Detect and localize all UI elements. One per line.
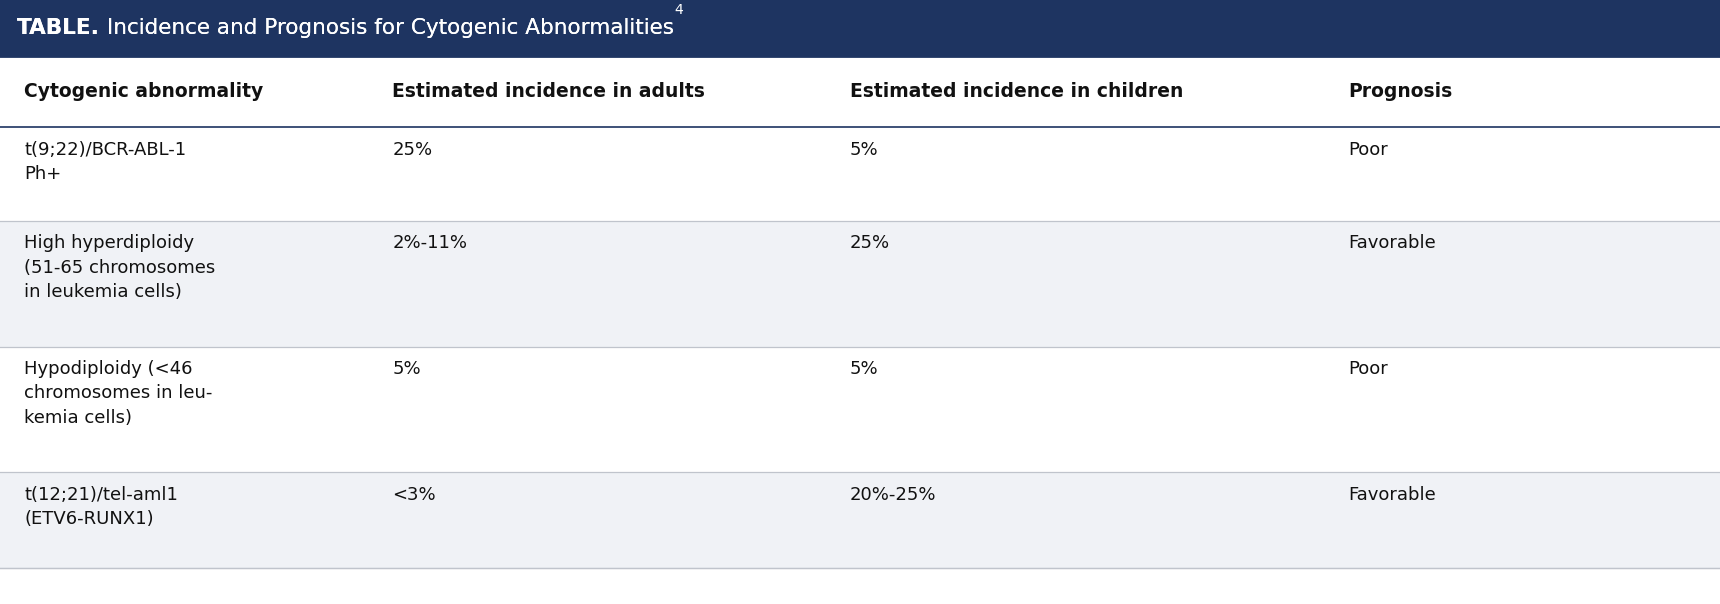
Text: Poor: Poor bbox=[1348, 141, 1388, 159]
Text: Favorable: Favorable bbox=[1348, 486, 1436, 504]
Text: 5%: 5% bbox=[850, 141, 879, 159]
Text: t(12;21)/tel-aml1
(ETV6-RUNX1): t(12;21)/tel-aml1 (ETV6-RUNX1) bbox=[24, 486, 177, 528]
Bar bbox=[0, 347, 1720, 472]
Text: Hypodiploidy (<46
chromosomes in leu-
kemia cells): Hypodiploidy (<46 chromosomes in leu- ke… bbox=[24, 360, 213, 426]
Bar bbox=[0, 56, 1720, 127]
Bar bbox=[0, 221, 1720, 347]
Text: <3%: <3% bbox=[392, 486, 435, 504]
Text: Poor: Poor bbox=[1348, 360, 1388, 378]
Text: 4: 4 bbox=[674, 3, 683, 17]
Text: TABLE.: TABLE. bbox=[17, 18, 100, 38]
Text: Estimated incidence in children: Estimated incidence in children bbox=[850, 82, 1183, 101]
Text: TABLE.: TABLE. bbox=[17, 18, 100, 38]
Bar bbox=[0, 472, 1720, 568]
Text: 25%: 25% bbox=[392, 141, 432, 159]
Text: Incidence and Prognosis for Cytogenic Abnormalities: Incidence and Prognosis for Cytogenic Ab… bbox=[100, 18, 674, 38]
Text: 20%-25%: 20%-25% bbox=[850, 486, 936, 504]
Bar bbox=[0, 0, 1720, 56]
Text: 25%: 25% bbox=[850, 234, 889, 252]
Text: Incidence and Prognosis for Cytogenic Abnormalities: Incidence and Prognosis for Cytogenic Ab… bbox=[100, 18, 674, 38]
Text: Favorable: Favorable bbox=[1348, 234, 1436, 252]
Text: High hyperdiploidy
(51-65 chromosomes
in leukemia cells): High hyperdiploidy (51-65 chromosomes in… bbox=[24, 234, 215, 301]
Text: 5%: 5% bbox=[392, 360, 421, 378]
Text: Cytogenic abnormality: Cytogenic abnormality bbox=[24, 82, 263, 101]
Text: Prognosis: Prognosis bbox=[1348, 82, 1453, 101]
Text: Estimated incidence in adults: Estimated incidence in adults bbox=[392, 82, 705, 101]
Text: 5%: 5% bbox=[850, 360, 879, 378]
Text: 2%-11%: 2%-11% bbox=[392, 234, 468, 252]
Bar bbox=[0, 127, 1720, 221]
Text: t(9;22)/BCR-ABL-1
Ph+: t(9;22)/BCR-ABL-1 Ph+ bbox=[24, 141, 186, 183]
